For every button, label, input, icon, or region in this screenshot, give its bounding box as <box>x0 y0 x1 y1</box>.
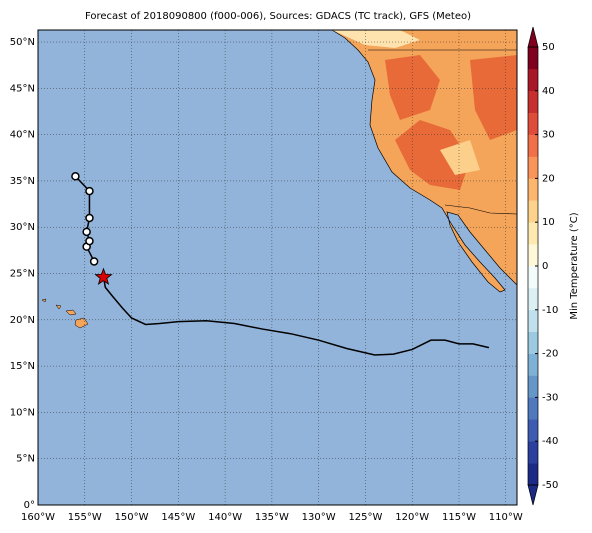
colorbar-band <box>528 68 538 92</box>
colorbar-band <box>528 200 538 223</box>
colorbar-band <box>528 266 538 289</box>
land-cool <box>332 30 420 48</box>
forecast-point <box>71 172 80 181</box>
colorbar-band <box>528 419 538 442</box>
y-tick-label: 45°N <box>10 83 35 94</box>
y-tick-label: 5°N <box>16 454 35 465</box>
island <box>41 298 47 303</box>
colorbar-band <box>528 397 538 420</box>
land <box>41 30 517 329</box>
forecast-point <box>85 186 94 196</box>
colorbar-band <box>528 134 538 157</box>
colorbar-band <box>528 353 538 376</box>
x-tick-label: 150°W <box>115 512 149 523</box>
x-tick-label: 145°W <box>161 512 195 523</box>
border <box>444 204 517 215</box>
colorbar-band <box>528 463 538 486</box>
colorbar-band <box>528 331 538 354</box>
colorbar-band <box>528 309 538 332</box>
x-tick-label: 130°W <box>302 512 336 523</box>
colorbar-tick-label: 40 <box>542 86 555 97</box>
x-tick-label: 125°W <box>348 512 382 523</box>
colorbar-arrow-bottom <box>527 484 539 506</box>
x-tick-label: 110°W <box>489 512 523 523</box>
colorbar-band <box>528 222 538 245</box>
island <box>65 309 77 316</box>
island <box>74 317 89 329</box>
x-tick-label: 140°W <box>208 512 242 523</box>
colorbar-tick-label: -30 <box>542 392 558 403</box>
y-tick-label: 15°N <box>10 361 35 372</box>
colorbar-band <box>528 112 538 135</box>
colorbar-band <box>528 47 538 70</box>
y-tick-label: 20°N <box>10 315 35 326</box>
colorbar-band <box>528 441 538 464</box>
colorbar-tick-label: 10 <box>542 217 555 228</box>
map-title: Forecast of 2018090800 (f000-006), Sourc… <box>85 11 471 22</box>
land-warm <box>470 55 517 140</box>
colorbar-band <box>528 244 538 267</box>
colorbar-tick-label: -40 <box>542 436 558 447</box>
x-tick-label: 160°W <box>21 512 55 523</box>
forecast-point <box>82 227 91 237</box>
colorbar-tick-label: -50 <box>542 480 558 491</box>
colorbar-label: Min Temperature (°C) <box>569 212 580 319</box>
land-warm <box>395 120 470 190</box>
island <box>55 304 62 310</box>
forecast-point <box>85 213 94 223</box>
land-warm <box>385 55 440 120</box>
forecast-point <box>85 236 94 246</box>
colorbar-arrow-top <box>527 26 539 48</box>
colorbar-tick-label: -10 <box>542 305 558 316</box>
x-tick-label: 155°W <box>68 512 102 523</box>
colorbar-tick-label: 20 <box>542 173 555 184</box>
y-tick-label: 30°N <box>10 222 35 233</box>
colorbar-band <box>528 375 538 398</box>
colorbar-tick-label: 30 <box>542 130 555 141</box>
x-tick-label: 135°W <box>255 512 289 523</box>
colorbar-tick-label: 50 <box>542 42 555 53</box>
x-tick-label: 115°W <box>442 512 476 523</box>
colorbar-tick-label: -20 <box>542 349 558 360</box>
x-tick-label: 120°W <box>395 512 429 523</box>
colorbar-band <box>528 90 538 113</box>
track-line <box>102 277 490 356</box>
land-cool <box>440 140 480 175</box>
forecast-point <box>89 257 99 266</box>
colorbar-band <box>528 178 538 201</box>
y-tick-label: 40°N <box>10 130 35 141</box>
y-tick-label: 25°N <box>10 269 35 280</box>
y-tick-label: 50°N <box>10 37 35 48</box>
y-tick-label: 0° <box>24 500 35 511</box>
current-position <box>94 267 113 286</box>
colorbar-band <box>528 156 538 179</box>
colorbar-band <box>528 287 538 311</box>
y-tick-label: 35°N <box>10 176 35 187</box>
colorbar-tick-label: 0 <box>542 261 548 272</box>
y-tick-label: 10°N <box>10 407 35 418</box>
map-frame <box>37 29 518 506</box>
